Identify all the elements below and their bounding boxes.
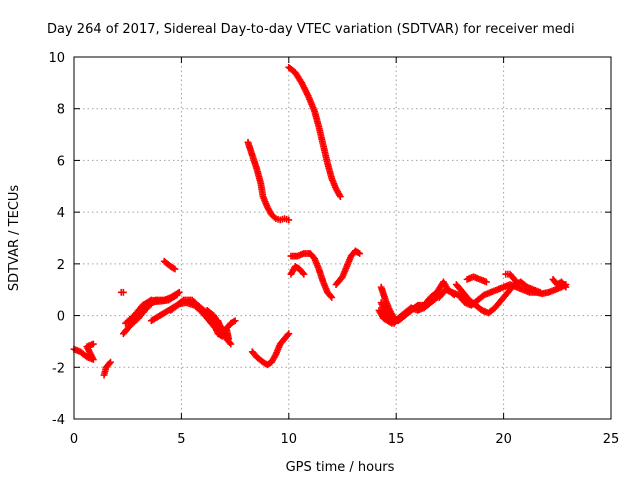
data-point	[562, 283, 570, 291]
data-point	[512, 277, 519, 285]
data-point	[328, 294, 336, 301]
data-point	[226, 339, 234, 347]
data-points	[70, 63, 570, 379]
data-point	[387, 319, 394, 326]
y-tick-label: -2	[52, 361, 65, 376]
y-tick-label: 4	[57, 206, 65, 221]
data-point	[271, 213, 278, 221]
data-point	[284, 331, 292, 339]
data-point	[106, 360, 113, 367]
x-tick-label: 25	[603, 432, 620, 447]
y-axis-label: SDTVAR / TECUs	[7, 185, 22, 292]
data-point	[356, 250, 364, 257]
data-point	[173, 291, 181, 299]
x-axis-label: GPS time / hours	[286, 460, 395, 475]
data-point	[336, 193, 344, 201]
x-tick-label: 5	[177, 432, 185, 447]
y-tick-label: 10	[48, 51, 65, 66]
grid-layer	[74, 57, 611, 419]
x-tick-label: 15	[388, 432, 405, 447]
data-point	[154, 297, 162, 305]
data-point	[170, 264, 177, 272]
data-point	[227, 340, 235, 348]
data-point	[561, 282, 569, 290]
data-point	[120, 288, 127, 296]
y-tick-label: 8	[57, 103, 65, 118]
y-tick-label: -4	[52, 413, 65, 428]
data-point	[388, 319, 396, 327]
plot-frame	[73, 56, 612, 420]
x-tick-label: 0	[70, 432, 78, 447]
data-point	[354, 249, 362, 257]
data-point	[432, 295, 440, 302]
data-point	[483, 278, 490, 286]
data-point	[89, 340, 97, 348]
y-tick-label: 2	[57, 258, 65, 273]
ticks-layer: 0 5 10 15 20 25 -4 -2 0 2 4 6 8 10	[48, 51, 619, 447]
data-point	[212, 325, 220, 332]
data-point	[327, 292, 335, 300]
data-point	[172, 292, 180, 300]
data-point	[299, 269, 307, 277]
data-point	[285, 216, 293, 224]
x-tick-label: 10	[281, 432, 298, 447]
data-point	[231, 317, 239, 325]
data-point	[285, 330, 293, 338]
chart-title: Day 264 of 2017, Sidereal Day-to-day VTE…	[47, 22, 575, 37]
y-tick-label: 0	[57, 310, 65, 325]
data-point	[513, 278, 520, 286]
y-tick-label: 6	[57, 154, 65, 169]
x-tick-label: 20	[495, 432, 512, 447]
data-point	[230, 318, 238, 326]
data-point	[211, 323, 219, 331]
data-point	[171, 265, 179, 273]
data-point	[300, 270, 308, 278]
data-point	[536, 288, 544, 296]
data-point	[107, 358, 114, 366]
